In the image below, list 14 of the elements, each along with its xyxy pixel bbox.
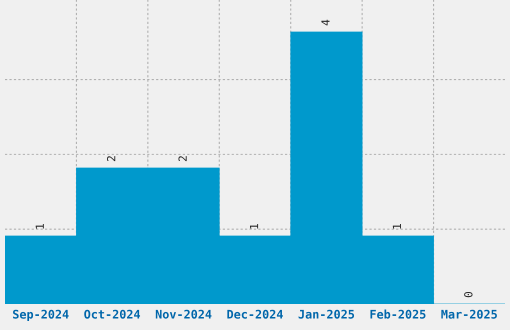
x-tick-label: Sep-2024 [13,310,69,321]
x-tick-label: Nov-2024 [156,310,212,319]
x-tick-label: Oct-2024 [84,310,140,319]
data-label: 4 [321,20,330,26]
data-label: 1 [392,224,401,229]
data-label: 2 [178,156,187,162]
data-label: 1 [36,224,44,229]
x-tick-label: Feb-2025 [370,310,426,319]
data-label: 1 [250,224,258,229]
x-tick-label: Dec-2024 [227,310,283,319]
x-tick-label: Mar-2025 [441,310,497,319]
data-label: 2 [106,156,116,162]
data-label: 0 [464,292,473,298]
x-tick-label: Jan-2025 [298,310,354,319]
